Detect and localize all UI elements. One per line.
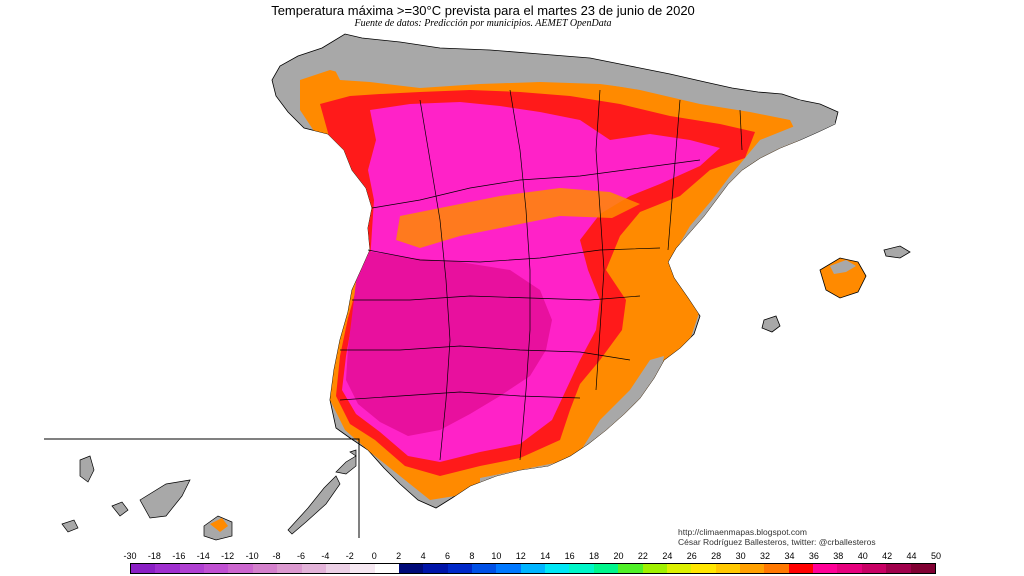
- legend-label: -6: [296, 551, 305, 561]
- island-la-palma: [79, 455, 95, 483]
- legend-swatch: [593, 564, 619, 573]
- legend-label: 22: [637, 551, 648, 561]
- legend-swatch: [764, 564, 789, 573]
- credits-block: http://climaenmapas.blogspot.com César R…: [678, 527, 876, 547]
- legend-swatch: [131, 564, 156, 573]
- legend-swatch: [228, 564, 253, 573]
- legend-label: -12: [221, 551, 235, 561]
- legend-swatch: [496, 564, 521, 573]
- legend-label: 18: [589, 551, 600, 561]
- southeast-coast-cool: [580, 356, 664, 452]
- legend-swatch: [715, 564, 740, 573]
- legend-swatch: [301, 564, 326, 573]
- legend-label: 32: [760, 551, 771, 561]
- legend-label: 24: [662, 551, 673, 561]
- legend-label: 42: [882, 551, 893, 561]
- menorca: [883, 245, 911, 259]
- peninsula-region: [271, 33, 839, 509]
- ibiza: [761, 315, 781, 333]
- legend-label: -4: [321, 551, 330, 561]
- legend-label: 2: [396, 551, 402, 561]
- province-borders: [339, 89, 743, 461]
- legend-label: -2: [345, 551, 354, 561]
- legend-label: 14: [540, 551, 551, 561]
- credits-author: César Rodríguez Ballesteros, twitter: @c…: [678, 537, 876, 547]
- color-legend: [130, 563, 936, 574]
- island-el-hierro: [61, 519, 79, 533]
- legend-label: -14: [196, 551, 210, 561]
- legend-label: 44: [906, 551, 917, 561]
- zone-36-38: [346, 250, 552, 436]
- legend-label: 16: [564, 551, 575, 561]
- legend-swatch: [666, 564, 692, 573]
- band-central-system: [396, 188, 640, 248]
- legend-label: 50: [930, 551, 942, 561]
- legend-swatch: [642, 564, 667, 573]
- legend-swatch: [910, 564, 935, 573]
- legend-label: 12: [515, 551, 526, 561]
- map-title: Temperatura máxima >=30°C prevista para …: [271, 3, 695, 18]
- legend-swatch: [252, 564, 278, 573]
- legend-label: 36: [808, 551, 819, 561]
- legend-label: 8: [469, 551, 475, 561]
- legend-swatch: [374, 564, 399, 573]
- legend-swatch: [569, 564, 594, 573]
- legend-label: -30: [123, 551, 137, 561]
- legend-label: 28: [711, 551, 722, 561]
- credits-url[interactable]: http://climaenmapas.blogspot.com: [678, 527, 807, 537]
- legend-label: 38: [833, 551, 844, 561]
- north-coast-cool: [330, 52, 830, 122]
- legend-swatch: [691, 564, 716, 573]
- legend-swatch: [520, 564, 546, 573]
- legend-label: 0: [371, 551, 377, 561]
- island-tenerife: [139, 479, 191, 519]
- map-subtitle: Fuente de datos: Predicción por municipi…: [354, 18, 612, 29]
- legend-swatch: [813, 564, 838, 573]
- legend-swatch: [472, 564, 497, 573]
- legend-label: 4: [420, 551, 426, 561]
- inset-frame: [44, 438, 360, 538]
- legend-swatch: [155, 564, 180, 573]
- legend-label: 6: [444, 551, 451, 561]
- legend-label: 34: [784, 551, 795, 561]
- legend-swatch: [447, 564, 473, 573]
- legend-label: -10: [245, 551, 259, 561]
- island-fuerteventura: [287, 475, 341, 535]
- legend-swatch: [618, 564, 643, 573]
- legend-swatch: [837, 564, 862, 573]
- balearic-islands: [761, 245, 911, 333]
- legend-swatch: [545, 564, 570, 573]
- legend-swatch: [325, 564, 351, 573]
- canary-inset: [44, 438, 360, 541]
- legend-swatch: [398, 564, 424, 573]
- legend-swatch: [179, 564, 205, 573]
- legend-swatch: [423, 564, 448, 573]
- legend-label: 30: [735, 551, 746, 561]
- gran-canaria-hot: [210, 518, 228, 532]
- mallorca-north-cool: [830, 260, 856, 274]
- legend-swatch: [861, 564, 887, 573]
- temperature-map: [44, 33, 911, 541]
- legend-label: 10: [491, 551, 502, 561]
- legend-swatch: [277, 564, 302, 573]
- legend-label: 20: [613, 551, 624, 561]
- legend-swatch: [350, 564, 375, 573]
- legend-labels: -30 -18 -16 -14 -12 -10 -8 -6 -4 -2 0 2 4 6 8 10 12 14 16 1…: [0, 551, 1024, 563]
- legend-swatch: [788, 564, 814, 573]
- legend-swatch: [886, 564, 911, 573]
- legend-label: -18: [147, 551, 161, 561]
- island-lanzarote: [335, 455, 357, 475]
- legend-label: -16: [172, 551, 186, 561]
- legend-swatch: [739, 564, 765, 573]
- island-la-graciosa: [349, 449, 357, 457]
- legend-label: 40: [857, 551, 868, 561]
- legend-swatch: [204, 564, 229, 573]
- island-la-gomera: [111, 501, 129, 517]
- legend-label: -8: [272, 551, 281, 561]
- legend-label: 26: [686, 551, 697, 561]
